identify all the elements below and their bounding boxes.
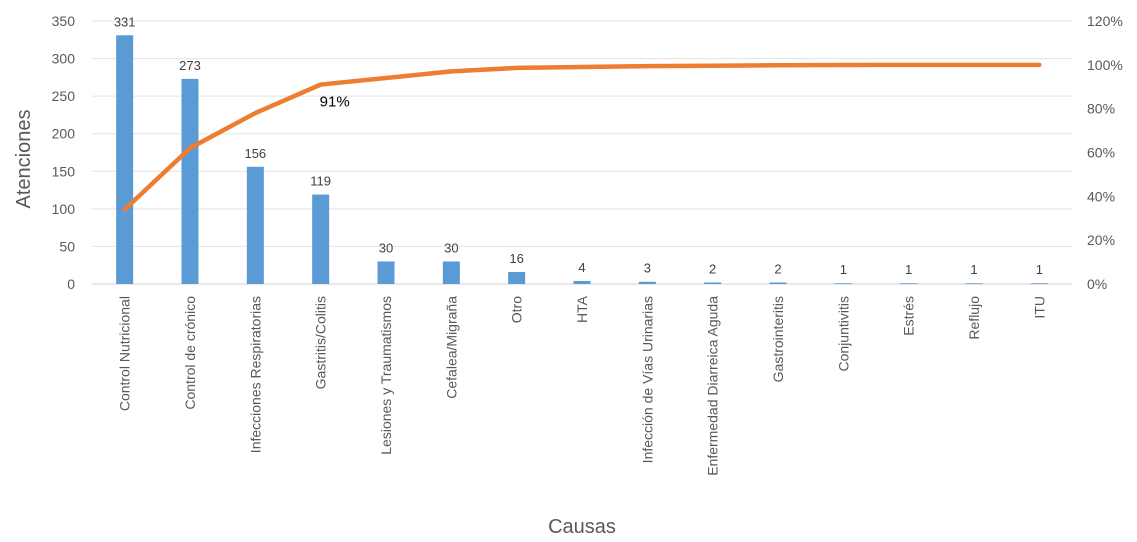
x-tick-label: Conjuntivitis <box>835 296 851 371</box>
cumulative-annotation: 91% <box>320 94 350 111</box>
bar-value-label: 30 <box>444 240 458 255</box>
bar <box>312 194 330 284</box>
right-axis-ticks: 0% 20% 40% 60% 80% 100% 120% <box>1087 13 1123 292</box>
gridlines <box>92 20 1072 285</box>
bar-value-label: 331 <box>114 14 136 29</box>
bar-value-label: 119 <box>310 174 331 189</box>
bar-value-label: 3 <box>644 261 651 276</box>
bar <box>769 282 787 284</box>
bar <box>116 35 134 284</box>
x-tick-label: Gastritis/Colitis <box>313 296 329 389</box>
x-tick-label: Enfermedad Diarreica Aguda <box>705 296 721 476</box>
y2-tick-label: 120% <box>1087 13 1123 29</box>
x-tick-label: Cefalea/Migraña <box>443 296 459 399</box>
x-tick-label: Control de crónico <box>182 296 198 410</box>
x-axis-title: Causas <box>548 516 616 538</box>
y-tick-label: 200 <box>52 126 76 142</box>
x-tick-label: Lesiones y Traumatismos <box>378 296 394 455</box>
bar-value-label: 2 <box>774 261 781 276</box>
bar-value-label: 4 <box>578 260 585 275</box>
bar <box>638 281 656 284</box>
x-tick-label: ITU <box>1031 296 1047 319</box>
cumulative-line-series <box>122 62 1042 212</box>
x-tick-label: Control Nutricional <box>117 296 133 411</box>
cumulative-line <box>122 62 1042 212</box>
y-tick-label: 300 <box>52 51 76 67</box>
bar-value-label: 2 <box>709 261 716 276</box>
bar <box>834 283 852 285</box>
x-tick-label: Gastrointeritis <box>770 296 786 382</box>
bar-series <box>116 35 1048 285</box>
y-tick-label: 100 <box>52 201 76 217</box>
bar <box>246 166 264 284</box>
y2-tick-label: 80% <box>1087 101 1115 117</box>
bar <box>1030 283 1048 285</box>
y-tick-label: 150 <box>52 163 76 179</box>
bar-value-label: 156 <box>244 146 266 161</box>
x-tick-label: Estrés <box>901 296 917 336</box>
bar <box>900 283 918 285</box>
y-tick-label: 350 <box>52 13 76 29</box>
bar <box>508 271 526 284</box>
bar-data-labels: 331 273 156 119 30 30 16 4 3 2 2 1 1 1 1 <box>114 14 1043 277</box>
bar-value-label: 273 <box>179 58 201 73</box>
y2-tick-label: 60% <box>1087 145 1115 161</box>
left-axis-ticks: 0 50 100 150 200 250 300 350 <box>52 13 76 292</box>
x-tick-label: Infecciones Respiratorias <box>247 296 263 453</box>
x-tick-label: Infección de Vías Urinarias <box>639 296 655 463</box>
bar-value-label: 16 <box>509 251 523 266</box>
y2-tick-label: 40% <box>1087 188 1115 204</box>
y2-tick-label: 20% <box>1087 232 1115 248</box>
category-axis-ticks: Control Nutricional Control de crónico Inf… <box>117 295 1048 475</box>
y-axis-title: Atenciones <box>13 110 35 209</box>
bar-value-label: 30 <box>379 240 393 255</box>
x-tick-label: HTA <box>574 295 590 323</box>
bar <box>181 78 199 284</box>
bar-value-label: 1 <box>905 262 912 277</box>
bar-value-label: 1 <box>1036 262 1043 277</box>
x-tick-label: Otro <box>509 296 525 323</box>
bar <box>573 280 591 284</box>
bar <box>965 283 983 285</box>
y2-tick-label: 0% <box>1087 276 1107 292</box>
y2-tick-label: 100% <box>1087 57 1123 73</box>
y-tick-label: 250 <box>52 88 76 104</box>
x-tick-label: Reflujo <box>966 296 982 340</box>
bar <box>442 261 460 284</box>
bar-value-label: 1 <box>840 262 847 277</box>
bar <box>377 261 395 284</box>
y-tick-label: 50 <box>59 238 75 254</box>
bar-value-label: 1 <box>970 262 977 277</box>
y-tick-label: 0 <box>67 276 75 292</box>
bar <box>704 282 722 284</box>
